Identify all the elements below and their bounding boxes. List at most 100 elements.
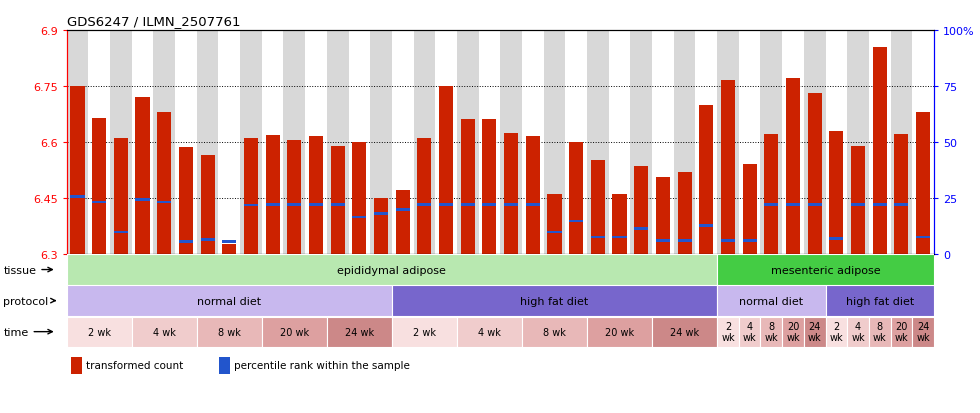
Bar (396, 191, 410, 254)
Bar (220, 357, 229, 374)
Bar (699, 225, 713, 228)
Bar (591, 236, 605, 239)
Bar (131, 31, 154, 254)
Text: 2 wk: 2 wk (413, 327, 436, 337)
Bar (522, 31, 544, 254)
Bar (916, 236, 930, 239)
Text: 4
wk: 4 wk (743, 321, 757, 343)
Bar (782, 317, 804, 347)
Bar (374, 198, 388, 254)
Bar (262, 31, 283, 254)
Bar (262, 317, 327, 347)
Bar (829, 131, 844, 254)
Bar (157, 202, 172, 204)
Bar (630, 31, 652, 254)
Bar (501, 31, 522, 254)
Bar (222, 241, 236, 243)
Bar (417, 204, 431, 206)
Bar (891, 31, 912, 254)
Bar (544, 31, 565, 254)
Bar (825, 31, 847, 254)
Text: normal diet: normal diet (197, 296, 262, 306)
Bar (872, 204, 887, 206)
Bar (808, 94, 822, 254)
Bar (330, 146, 345, 254)
Bar (435, 31, 457, 254)
Bar (478, 31, 501, 254)
Bar (157, 113, 172, 254)
Bar (266, 204, 279, 206)
Bar (764, 204, 778, 206)
Bar (804, 31, 825, 254)
Bar (504, 133, 518, 254)
Bar (825, 317, 847, 347)
Text: 4 wk: 4 wk (478, 327, 501, 337)
Bar (92, 202, 106, 204)
Bar (808, 204, 822, 206)
Bar (895, 135, 908, 254)
Bar (696, 31, 717, 254)
Text: 20 wk: 20 wk (605, 327, 634, 337)
Bar (634, 228, 649, 230)
Bar (114, 139, 128, 254)
Text: high fat diet: high fat diet (846, 296, 914, 306)
Bar (392, 31, 414, 254)
Text: epididymal adipose: epididymal adipose (337, 265, 446, 275)
Text: mesenteric adipose: mesenteric adipose (770, 265, 880, 275)
Text: 4
wk: 4 wk (852, 321, 865, 343)
Text: 8 wk: 8 wk (543, 327, 565, 337)
Bar (760, 317, 782, 347)
Bar (114, 231, 128, 234)
Bar (175, 31, 197, 254)
Text: 2
wk: 2 wk (721, 321, 735, 343)
Bar (782, 31, 804, 254)
Bar (370, 31, 392, 254)
Bar (674, 31, 696, 254)
Text: 24
wk: 24 wk (808, 321, 821, 343)
Bar (895, 204, 908, 206)
Bar (287, 204, 302, 206)
Bar (244, 139, 258, 254)
Bar (219, 31, 240, 254)
Bar (525, 204, 540, 206)
Bar (482, 204, 497, 206)
Bar (764, 135, 778, 254)
Bar (135, 199, 150, 202)
Bar (717, 255, 934, 285)
Bar (461, 204, 475, 206)
Bar (587, 317, 652, 347)
Text: 8
wk: 8 wk (764, 321, 778, 343)
Bar (743, 165, 757, 254)
Bar (287, 140, 302, 254)
Text: normal diet: normal diet (739, 296, 804, 306)
Bar (848, 31, 869, 254)
Bar (305, 31, 327, 254)
Bar (869, 317, 891, 347)
Bar (656, 178, 670, 254)
Bar (71, 196, 84, 198)
Bar (72, 357, 82, 374)
Text: percentile rank within the sample: percentile rank within the sample (233, 361, 410, 370)
Bar (309, 137, 323, 254)
Bar (482, 120, 497, 254)
Bar (851, 204, 865, 206)
Bar (392, 286, 717, 316)
Bar (461, 120, 475, 254)
Bar (677, 240, 692, 242)
Bar (457, 31, 478, 254)
Bar (374, 213, 388, 215)
Bar (869, 31, 891, 254)
Bar (283, 31, 305, 254)
Bar (739, 317, 760, 347)
Bar (612, 236, 626, 239)
Bar (439, 87, 453, 254)
Text: time: time (3, 327, 52, 337)
Bar (110, 31, 131, 254)
Bar (677, 172, 692, 254)
Bar (71, 87, 84, 254)
Bar (201, 155, 215, 254)
Bar (330, 204, 345, 206)
Bar (721, 81, 735, 254)
Text: GDS6247 / ILMN_2507761: GDS6247 / ILMN_2507761 (67, 14, 240, 28)
Text: 24 wk: 24 wk (670, 327, 699, 337)
